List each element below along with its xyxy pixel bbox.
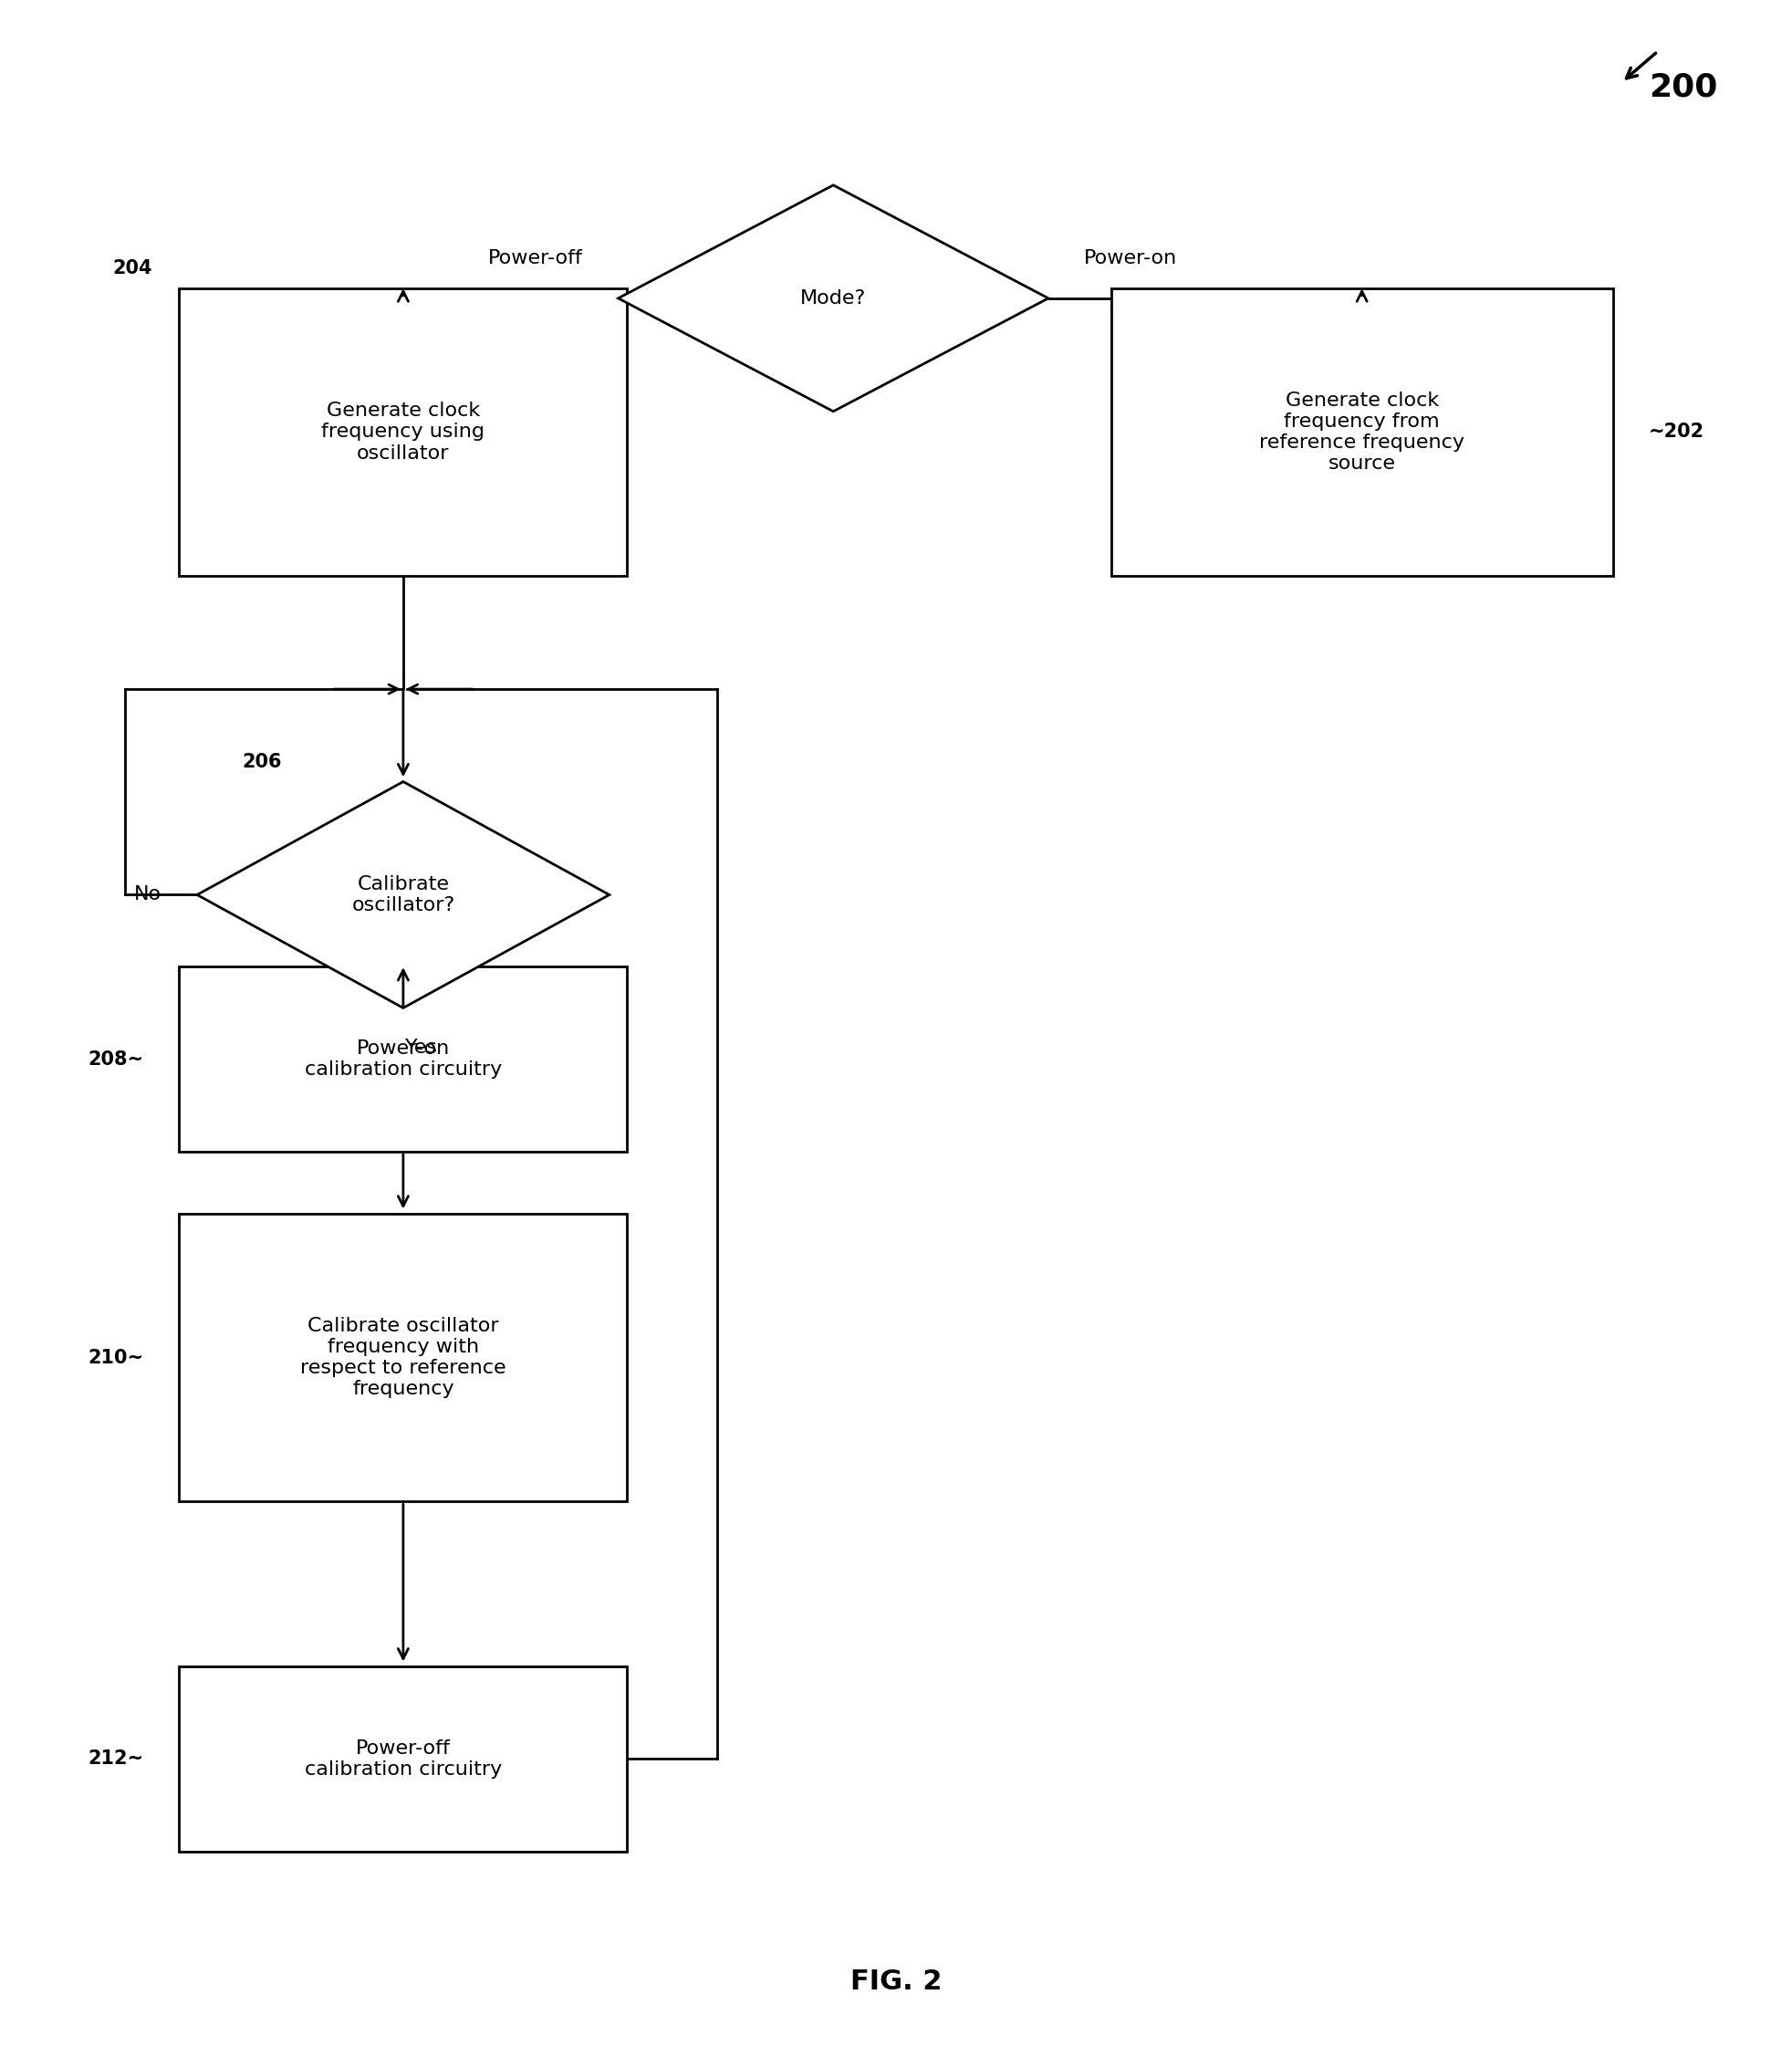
FancyBboxPatch shape	[179, 1214, 627, 1502]
Text: Yes: Yes	[405, 1039, 437, 1057]
Polygon shape	[618, 185, 1048, 411]
Text: Mode?: Mode?	[801, 290, 866, 306]
Text: Calibrate oscillator
frequency with
respect to reference
frequency: Calibrate oscillator frequency with resp…	[301, 1316, 505, 1399]
Text: 200: 200	[1649, 72, 1717, 103]
Text: 212~: 212~	[88, 1751, 143, 1767]
Text: Power-off: Power-off	[487, 249, 582, 267]
FancyBboxPatch shape	[1111, 288, 1613, 576]
FancyBboxPatch shape	[179, 967, 627, 1152]
Text: 206: 206	[242, 753, 281, 771]
FancyBboxPatch shape	[179, 288, 627, 576]
Text: Calibrate
oscillator?: Calibrate oscillator?	[351, 874, 455, 915]
Text: 208~: 208~	[88, 1051, 143, 1068]
Text: Power-on
calibration circuitry: Power-on calibration circuitry	[305, 1039, 502, 1080]
Text: 204: 204	[113, 259, 152, 278]
Text: 210~: 210~	[88, 1349, 143, 1366]
Text: FIG. 2: FIG. 2	[849, 1969, 943, 1995]
Text: Generate clock
frequency using
oscillator: Generate clock frequency using oscillato…	[321, 401, 486, 463]
Text: Power-on: Power-on	[1084, 249, 1177, 267]
Text: No: No	[134, 887, 161, 903]
Text: Power-off
calibration circuitry: Power-off calibration circuitry	[305, 1738, 502, 1779]
FancyBboxPatch shape	[179, 1666, 627, 1851]
Polygon shape	[197, 782, 609, 1008]
Text: Generate clock
frequency from
reference frequency
source: Generate clock frequency from reference …	[1260, 391, 1464, 473]
Text: ~202: ~202	[1649, 424, 1704, 440]
